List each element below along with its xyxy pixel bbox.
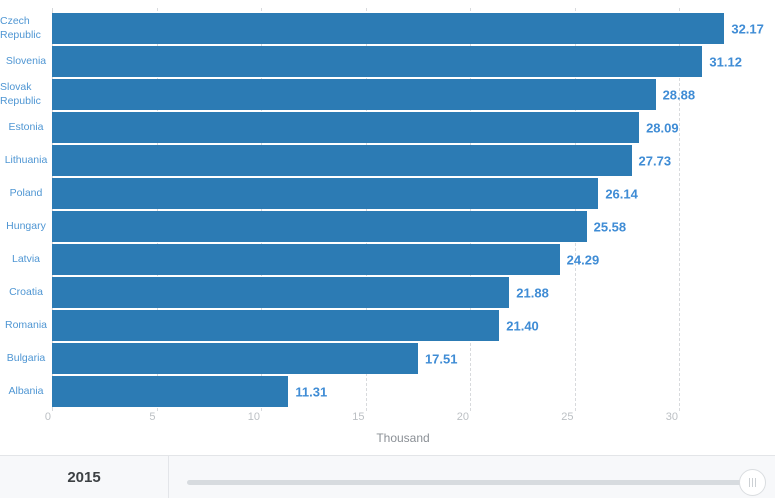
value-label: 21.88 <box>516 285 549 300</box>
value-label: 26.14 <box>605 186 638 201</box>
value-label: 28.09 <box>646 120 679 135</box>
bar-row: Slovenia 31.12 <box>0 46 775 77</box>
value-label: 31.12 <box>709 54 742 69</box>
year-label: 2015 <box>67 468 101 486</box>
bar-row: Hungary 25.58 <box>0 211 775 242</box>
x-tick-label: 5 <box>149 411 156 423</box>
category-label: Romania <box>4 318 48 331</box>
bar-row: Slovak Republic 28.88 <box>0 79 775 110</box>
bar[interactable] <box>52 46 703 77</box>
gridline <box>470 8 471 411</box>
bar-row: Latvia 24.29 <box>0 244 775 275</box>
axis-zero-line <box>52 8 53 411</box>
category-label: Lithuania <box>4 153 48 166</box>
bar-chart-plot: Czech Republic 32.17 Slovenia 31.12 Slovak R… <box>0 8 775 411</box>
value-label: 21.40 <box>506 318 539 333</box>
bar-row: Poland 26.14 <box>0 178 775 209</box>
gridline <box>679 8 680 411</box>
x-tick-label: 0 <box>44 411 51 423</box>
category-label: Latvia <box>11 252 41 265</box>
bar-row: Bulgaria 17.51 <box>0 343 775 374</box>
x-tick-label: 25 <box>561 411 574 423</box>
x-tick-label: 15 <box>352 411 365 423</box>
value-label: 24.29 <box>566 252 600 267</box>
gridline <box>365 8 367 411</box>
bar[interactable] <box>52 343 418 374</box>
year-slider[interactable] <box>169 456 775 498</box>
slider-handle[interactable] <box>739 469 766 496</box>
x-tick-label: 30 <box>665 411 678 423</box>
grip-icon <box>755 478 756 487</box>
x-tick-label: 20 <box>456 411 469 423</box>
value-label: 28.88 <box>662 87 696 102</box>
gridline <box>574 8 576 411</box>
value-label: 11.31 <box>295 384 328 399</box>
grip-icon <box>749 478 750 487</box>
bar-row: Estonia 28.09 <box>0 112 775 143</box>
bar-row: Romania 21.40 <box>0 310 775 341</box>
bar-row: Albania 11.31 <box>0 376 775 407</box>
bar[interactable] <box>52 145 632 176</box>
category-label: Poland <box>9 186 43 199</box>
category-label: Estonia <box>8 120 44 133</box>
category-label: Albania <box>8 384 44 397</box>
bar[interactable] <box>52 277 510 308</box>
bar-row: Czech Republic 32.17 <box>0 13 775 44</box>
bar[interactable] <box>52 178 599 209</box>
bar-row: Lithuania 27.73 <box>0 145 775 176</box>
value-label: 32.17 <box>731 21 764 36</box>
timeline-divider <box>168 456 169 498</box>
year-cell: 2015 <box>0 456 168 498</box>
bar-row: Croatia 21.88 <box>0 277 775 308</box>
bar[interactable] <box>52 13 725 44</box>
slider-track[interactable] <box>187 480 757 485</box>
category-label: Slovenia <box>5 54 47 67</box>
bar[interactable] <box>52 310 500 341</box>
category-label: Slovak Republic <box>0 81 41 107</box>
value-label: 25.58 <box>593 219 627 234</box>
value-label: 27.73 <box>638 153 672 168</box>
bar[interactable] <box>52 211 587 242</box>
grip-icon <box>752 478 753 487</box>
bar[interactable] <box>52 244 560 275</box>
x-tick-label: 10 <box>247 411 260 423</box>
bar[interactable] <box>52 112 640 143</box>
bar[interactable] <box>52 79 656 110</box>
timeline-bar: 2015 <box>0 455 775 498</box>
gridline <box>261 8 262 411</box>
gridline <box>156 8 158 411</box>
category-label: Czech Republic <box>0 15 41 41</box>
category-label: Hungary <box>6 219 46 232</box>
category-label: Bulgaria <box>6 351 46 364</box>
value-label: 17.51 <box>424 351 458 366</box>
category-label: Croatia <box>9 285 43 298</box>
bar[interactable] <box>52 376 289 407</box>
x-axis-title: Thousand <box>376 431 430 445</box>
